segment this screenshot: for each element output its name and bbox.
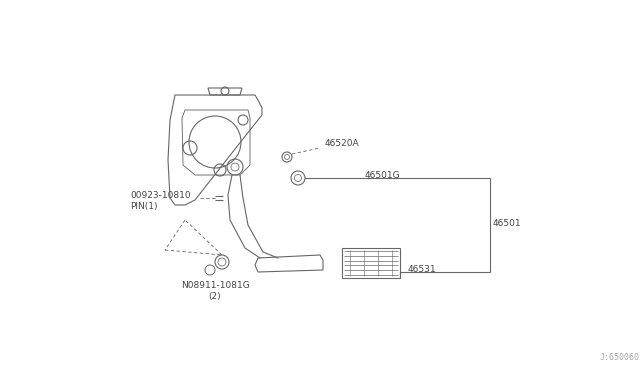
Text: PIN(1): PIN(1) <box>130 202 157 212</box>
Text: 46501G: 46501G <box>365 170 401 180</box>
Text: 46501: 46501 <box>493 219 522 228</box>
Text: (2): (2) <box>209 292 221 301</box>
Text: 00923-10810: 00923-10810 <box>130 192 191 201</box>
Text: J:650060: J:650060 <box>600 353 640 362</box>
Text: 46520A: 46520A <box>325 140 360 148</box>
Text: 46531: 46531 <box>408 266 436 275</box>
Text: N08911-1081G: N08911-1081G <box>180 280 250 289</box>
